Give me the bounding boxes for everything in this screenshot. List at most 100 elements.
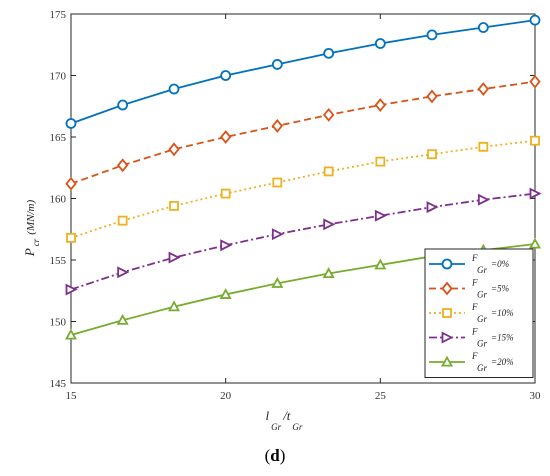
- y-tick-label: 170: [50, 71, 67, 83]
- y-axis-label: Pcr (MN/m): [22, 200, 41, 258]
- x-axis-label-sep: /t: [282, 408, 291, 423]
- triangle-up-marker: [219, 288, 232, 299]
- legend-label-sub: Gr: [477, 290, 487, 300]
- circle-marker: [529, 14, 541, 26]
- y-tick-label: 145: [50, 378, 67, 390]
- triangle-up-marker: [440, 355, 454, 367]
- triangle-up-marker: [374, 258, 387, 270]
- y-tick-label: 155: [50, 255, 67, 267]
- triangle-right-marker: [477, 193, 490, 206]
- diamond-marker: [477, 82, 490, 96]
- triangle-up-marker: [167, 300, 181, 312]
- x-axis-label-main: l: [266, 408, 270, 423]
- legend-item-4: F Gr =20%: [429, 351, 514, 373]
- series-3: [65, 187, 542, 296]
- diamond-marker: [529, 74, 541, 89]
- series-2: [66, 135, 540, 243]
- diamond-marker: [323, 107, 335, 122]
- legend: F Gr =0% F Gr =5% F Gr =10% F Gr =15% F Gr =20%: [424, 248, 534, 378]
- circle-marker: [168, 83, 180, 95]
- y-axis-label-main: P: [22, 248, 37, 257]
- x-tick-label: 30: [530, 390, 542, 402]
- panel-label: (d): [0, 446, 550, 466]
- triangle-up-marker: [322, 267, 335, 279]
- legend-label-sub: Gr: [477, 314, 487, 324]
- x-axis-label-sub2: Gr: [292, 422, 302, 432]
- legend-item-1: F Gr =5%: [429, 278, 509, 300]
- x-tick-label: 25: [375, 390, 387, 402]
- series-line: [70, 19, 536, 125]
- y-tick-label: 165: [50, 132, 67, 144]
- y-axis-label-unit: (MN/m): [25, 200, 37, 235]
- triangle-right-marker: [426, 201, 439, 214]
- circle-marker: [271, 59, 283, 70]
- triangle-up-marker: [271, 277, 284, 288]
- legend-label-sub: Gr: [477, 265, 487, 275]
- x-tick-label: 15: [66, 390, 78, 402]
- legend-label-main: F: [471, 278, 478, 288]
- triangle-right-marker: [117, 266, 130, 279]
- square-marker: [66, 232, 76, 243]
- legend-item-2: F Gr =10%: [429, 302, 514, 324]
- series-line: [70, 192, 536, 291]
- diamond-marker: [168, 142, 180, 157]
- legend-item-3: F Gr =15%: [429, 327, 514, 349]
- triangle-up-marker: [528, 237, 542, 249]
- panel-label-open: (: [264, 446, 271, 465]
- legend-label-value: =5%: [491, 284, 509, 294]
- triangle-right-marker: [271, 228, 284, 241]
- triangle-right-marker: [65, 283, 78, 296]
- legend-label-main: F: [471, 351, 478, 361]
- series-1: [65, 74, 541, 191]
- diamond-marker: [374, 98, 386, 112]
- triangle-up-marker: [116, 313, 129, 325]
- series-0: [65, 14, 541, 129]
- square-marker: [272, 177, 283, 188]
- circle-marker: [220, 70, 232, 81]
- legend-item-0: F Gr =0%: [429, 253, 509, 275]
- legend-label-value: =0%: [491, 259, 509, 269]
- circle-marker: [477, 22, 489, 33]
- square-marker: [478, 141, 489, 152]
- square-marker: [169, 200, 179, 211]
- square-marker: [220, 188, 231, 199]
- legend-label-value: =20%: [491, 357, 514, 367]
- series-line: [70, 80, 536, 185]
- x-axis-label: lGr/tGr: [266, 408, 303, 432]
- square-marker: [375, 156, 386, 167]
- panel-label-letter: d: [270, 446, 280, 465]
- square-marker: [323, 166, 334, 177]
- triangle-right-marker: [374, 209, 387, 222]
- square-marker: [427, 149, 437, 160]
- y-axis-label-sub: cr: [31, 238, 41, 246]
- diamond-marker: [65, 176, 77, 191]
- legend-label-sub: Gr: [477, 339, 487, 349]
- diamond-marker: [441, 281, 453, 296]
- triangle-right-marker: [220, 239, 233, 252]
- circle-marker: [117, 99, 129, 111]
- circle-marker: [441, 258, 453, 270]
- square-marker: [530, 135, 540, 146]
- diamond-marker: [426, 89, 438, 104]
- circle-marker: [65, 118, 77, 129]
- triangle-right-marker: [323, 218, 336, 231]
- circle-marker: [426, 29, 438, 41]
- diamond-marker: [220, 130, 232, 144]
- legend-label-main: F: [471, 253, 478, 263]
- triangle-up-marker: [64, 328, 78, 340]
- legend-label-main: F: [471, 302, 478, 312]
- triangle-right-marker: [529, 187, 542, 200]
- circle-marker: [323, 47, 335, 59]
- legend-label-sub: Gr: [477, 363, 487, 373]
- diamond-marker: [271, 119, 283, 133]
- triangle-right-marker: [168, 251, 181, 264]
- circle-marker: [374, 38, 386, 49]
- legend-label-value: =15%: [491, 333, 514, 343]
- legend-label-main: F: [471, 327, 478, 337]
- x-axis-label-sub1: Gr: [271, 422, 281, 432]
- x-tick-label: 20: [220, 390, 232, 402]
- diamond-marker: [116, 158, 129, 173]
- y-tick-label: 150: [50, 317, 67, 329]
- y-tick-label: 175: [50, 9, 67, 21]
